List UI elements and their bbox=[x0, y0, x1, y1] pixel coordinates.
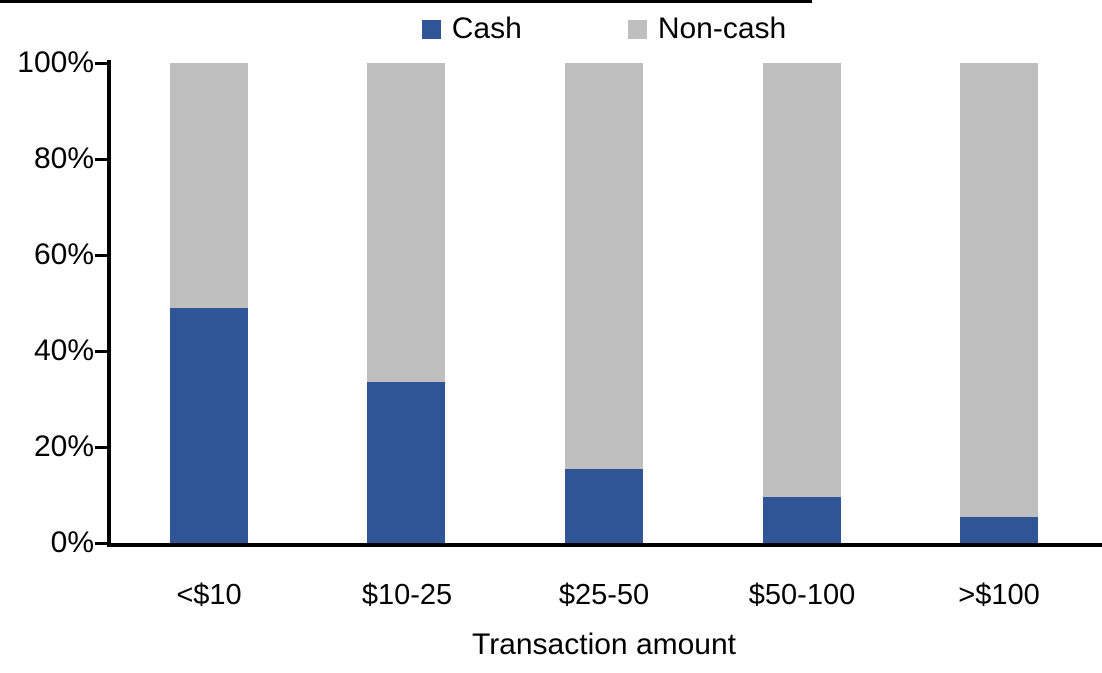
x-category-label: <$10 bbox=[176, 579, 242, 611]
y-tick-label: 20% bbox=[33, 430, 94, 463]
y-tick-label: 100% bbox=[17, 46, 94, 79]
stacked-bar-3 bbox=[565, 63, 643, 543]
y-tick-label: 40% bbox=[33, 334, 94, 367]
x-axis-line bbox=[107, 543, 1102, 547]
non-cash-swatch-icon bbox=[627, 19, 647, 39]
y-tick-label: 60% bbox=[33, 238, 94, 271]
plot-area bbox=[110, 63, 1098, 543]
y-tick-mark bbox=[95, 61, 108, 65]
y-tick-mark bbox=[95, 157, 108, 161]
y-axis-line bbox=[107, 60, 111, 547]
cash-segment bbox=[170, 308, 248, 543]
x-category-label: $25-50 bbox=[558, 579, 650, 611]
x-category-label: $10-25 bbox=[361, 579, 453, 611]
chart-legend: Cash Non-cash bbox=[110, 12, 1098, 46]
non-cash-segment bbox=[170, 63, 248, 308]
cash-segment bbox=[763, 497, 841, 543]
stacked-bar-1 bbox=[170, 63, 248, 543]
non-cash-segment bbox=[367, 63, 445, 382]
x-category-label: >$100 bbox=[958, 579, 1040, 611]
stacked-bar-4 bbox=[763, 63, 841, 543]
x-axis-title: Transaction amount bbox=[471, 628, 737, 661]
stacked-bar-2 bbox=[367, 63, 445, 543]
y-tick-mark bbox=[95, 349, 108, 353]
cash-segment bbox=[367, 382, 445, 543]
cash-segment bbox=[565, 469, 643, 543]
legend-item-cash: Cash bbox=[421, 12, 522, 46]
legend-label-non-cash: Non-cash bbox=[657, 12, 787, 45]
y-tick-label: 0% bbox=[50, 526, 94, 559]
legend-label-cash: Cash bbox=[451, 12, 522, 45]
y-tick-mark bbox=[95, 445, 108, 449]
cash-segment bbox=[960, 517, 1038, 543]
non-cash-segment bbox=[960, 63, 1038, 517]
non-cash-segment bbox=[763, 63, 841, 497]
stacked-bar-5 bbox=[960, 63, 1038, 543]
non-cash-segment bbox=[565, 63, 643, 469]
x-category-label: $50-100 bbox=[748, 579, 856, 611]
top-border-rule bbox=[0, 0, 812, 3]
y-tick-mark bbox=[95, 541, 108, 545]
cash-swatch-icon bbox=[421, 19, 441, 39]
y-tick-label: 80% bbox=[33, 142, 94, 175]
legend-item-non-cash: Non-cash bbox=[627, 12, 787, 46]
y-tick-mark bbox=[95, 253, 108, 257]
